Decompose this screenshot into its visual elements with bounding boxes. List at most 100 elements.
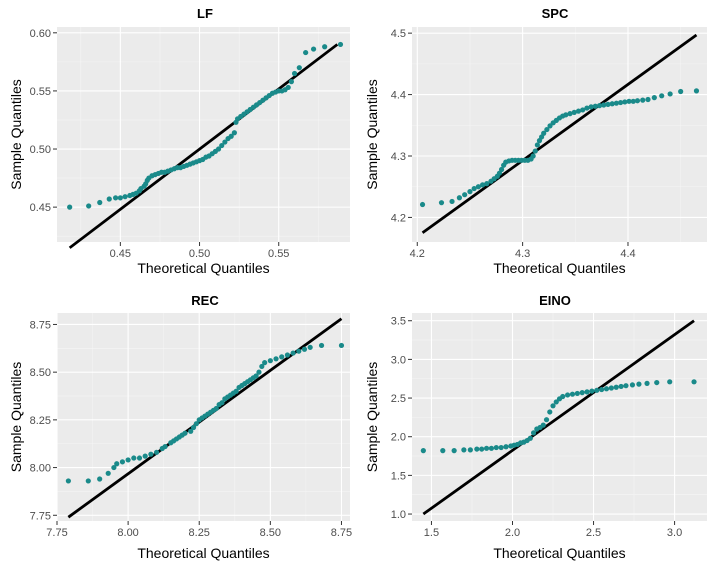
x-axis-label-spc: Theoretical Quantiles (493, 260, 625, 276)
data-point-spc (580, 107, 586, 113)
chart-panel-eino: EINO 1.5 2.0 2.5 3.0 1.0 1.5 2.0 2.5 3.0 3.5 Theo… (364, 293, 707, 561)
data-point-rec (193, 421, 199, 427)
data-point-spc (419, 201, 426, 208)
data-point-lf (228, 133, 234, 139)
x-tick-label: 3.0 (667, 527, 682, 539)
data-point-rec (296, 348, 302, 354)
data-point-eino (579, 390, 585, 396)
data-point-spc (462, 192, 468, 198)
data-point-lf (215, 146, 222, 152)
y-tick-label: 4.5 (391, 28, 406, 40)
data-point-lf (106, 196, 112, 202)
data-point-eino (543, 417, 550, 423)
data-point-eino (474, 446, 480, 452)
data-point-eino (654, 379, 660, 386)
data-point-rec (267, 358, 273, 364)
chart-panel-rec: REC 7.75 8.00 8.25 8.50 8.75 7.75 8.00 8.25 8.50… (8, 293, 352, 561)
y-tick-label: 0.60 (30, 28, 51, 40)
chart-title-rec: REC (191, 293, 219, 308)
data-point-lf (219, 142, 225, 149)
data-point-eino (550, 403, 556, 409)
data-point-spc (622, 99, 628, 105)
data-point-eino (479, 446, 485, 452)
data-point-rec (105, 470, 111, 476)
data-point-eino (488, 445, 495, 451)
data-point-spc (640, 97, 646, 103)
data-point-rec (307, 344, 313, 350)
x-axis-label-lf: Theoretical Quantiles (137, 260, 269, 276)
data-point-rec (259, 363, 265, 370)
data-point-spc (592, 103, 598, 109)
data-point-lf (113, 195, 119, 201)
y-axis-label-rec: Sample Quantiles (8, 362, 24, 473)
data-point-spc (544, 126, 550, 133)
data-point-spc (626, 98, 632, 104)
chart-title-eino: EINO (539, 293, 571, 308)
data-point-eino (547, 409, 553, 415)
gridlines-spc (412, 27, 707, 242)
data-point-lf (288, 79, 294, 85)
data-point-eino (498, 444, 504, 451)
data-point-rec (153, 449, 160, 455)
data-point-eino (603, 386, 610, 392)
x-axis-label-rec: Theoretical Quantiles (137, 545, 269, 561)
data-point-spc (471, 185, 477, 192)
data-point-eino (565, 392, 571, 398)
data-point-rec (125, 457, 131, 463)
data-point-rec (301, 346, 308, 352)
data-point-spc (667, 91, 673, 97)
data-point-lf (222, 139, 228, 145)
data-point-spc (449, 198, 455, 205)
data-point-rec (284, 352, 291, 358)
data-point-lf (296, 65, 302, 71)
data-point-rec (190, 424, 197, 431)
data-point-lf (67, 204, 73, 210)
data-point-rec (233, 388, 239, 394)
data-point-eino (461, 447, 467, 453)
y-tick-label: 8.50 (30, 367, 51, 379)
data-point-rec (253, 373, 259, 379)
chart-panel-lf: LF 0.45 0.50 0.55 0.45 0.50 0.55 0.60 Theoreti… (8, 6, 350, 276)
data-point-spc (563, 112, 569, 118)
data-point-eino (589, 388, 595, 394)
data-point-eino (594, 387, 600, 393)
data-point-rec (219, 400, 225, 406)
data-point-eino (540, 422, 546, 428)
data-point-spc (541, 130, 547, 136)
data-point-spc (567, 111, 573, 117)
x-tick-label: 0.50 (189, 248, 210, 260)
data-point-rec (97, 476, 103, 482)
ticks-rec: 7.75 8.00 8.25 8.50 8.75 7.75 8.00 8.25 8.50 8.75 (30, 319, 353, 539)
data-point-spc (534, 142, 540, 148)
y-axis-label-lf: Sample Quantiles (8, 79, 24, 190)
data-point-spc (609, 101, 615, 107)
data-point-rec (290, 350, 296, 356)
ticks-spc: 4.2 4.3 4.4 4.2 4.3 4.4 4.5 (391, 28, 636, 260)
y-axis-label-eino: Sample Quantiles (364, 362, 380, 473)
data-point-rec (65, 478, 71, 484)
data-point-lf (322, 44, 328, 50)
x-tick-label: 7.75 (46, 527, 67, 539)
data-point-eino (503, 444, 509, 450)
data-point-spc (659, 93, 665, 99)
ticks-eino: 1.5 2.0 2.5 3.0 1.0 1.5 2.0 2.5 3.0 3.5 (391, 316, 683, 539)
plot-area-lf (57, 27, 350, 242)
chart-title-lf: LF (197, 6, 213, 21)
data-points-eino (420, 379, 697, 454)
data-point-rec (273, 356, 279, 362)
y-tick-label: 1.0 (391, 509, 406, 521)
data-point-lf (86, 203, 92, 209)
reference-line-spc (421, 33, 698, 234)
y-tick-label: 7.75 (30, 510, 51, 522)
data-point-eino (608, 385, 614, 391)
x-tick-label: 0.45 (110, 248, 131, 260)
data-point-eino (623, 383, 629, 389)
data-point-spc (475, 184, 481, 190)
data-point-rec (262, 360, 268, 366)
x-tick-label: 4.2 (410, 248, 425, 260)
data-point-eino (644, 380, 650, 386)
data-point-eino (569, 391, 576, 397)
data-point-spc (467, 189, 473, 195)
x-tick-label: 4.3 (515, 248, 530, 260)
